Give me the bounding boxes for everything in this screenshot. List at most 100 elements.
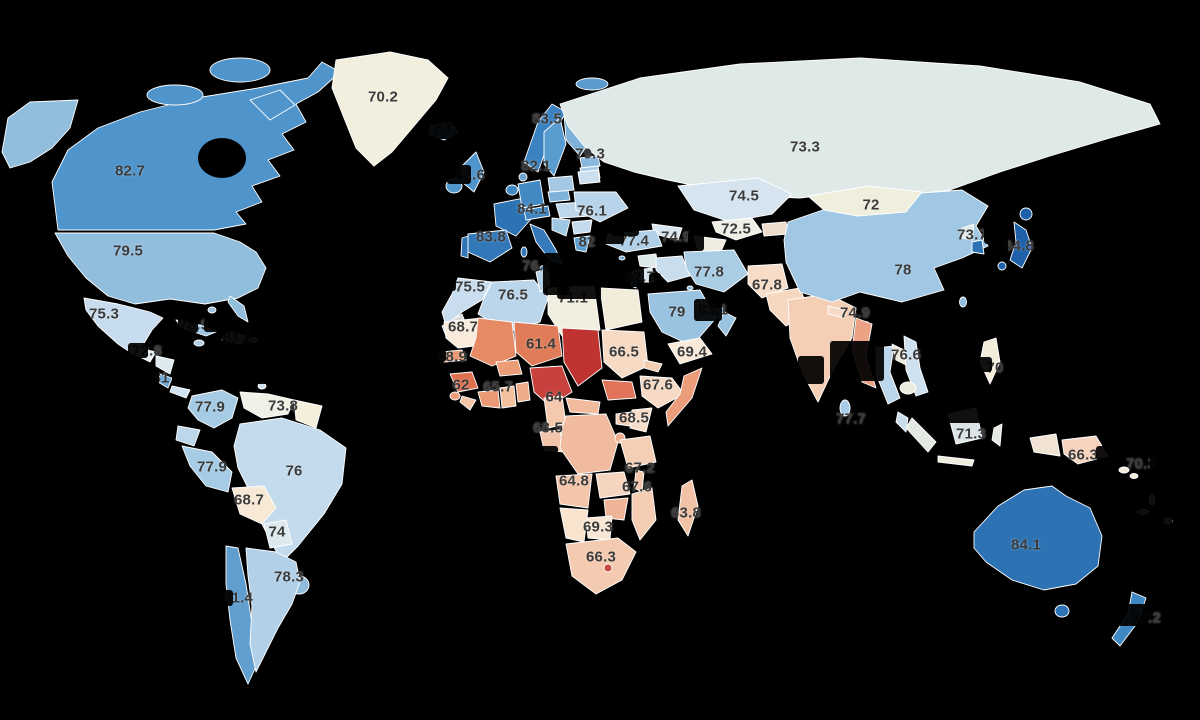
country-ethiopia[interactable] <box>639 375 685 409</box>
country-tasmania[interactable] <box>1054 604 1070 618</box>
country-sardinia[interactable] <box>520 246 528 258</box>
country-senegal[interactable] <box>441 349 467 363</box>
country-sierra-leone[interactable] <box>449 391 461 401</box>
country-brazil[interactable] <box>233 417 347 563</box>
country-usa[interactable] <box>54 232 267 305</box>
country-honduras-nicaragua[interactable] <box>155 355 175 375</box>
country-sudan[interactable] <box>601 329 649 379</box>
country-niger[interactable] <box>513 321 563 367</box>
country-kenya[interactable] <box>629 407 653 433</box>
country-zimbabwe[interactable] <box>603 497 629 521</box>
country-trinidad[interactable] <box>257 382 267 390</box>
country-madagascar[interactable] <box>677 479 699 537</box>
country-somalia[interactable] <box>665 367 703 427</box>
country-mongolia[interactable] <box>807 185 923 217</box>
country-japan[interactable] <box>1009 221 1033 269</box>
country-benelux[interactable] <box>505 184 519 196</box>
country-belarus[interactable] <box>577 169 601 185</box>
country-jordan[interactable] <box>637 267 655 283</box>
country-togo-benin[interactable] <box>515 381 531 403</box>
country-fiji[interactable] <box>1163 517 1173 525</box>
country-sweden[interactable] <box>543 117 567 177</box>
country-egypt[interactable] <box>599 287 643 331</box>
country-lesotho[interactable] <box>603 563 613 573</box>
country-zambia[interactable] <box>595 471 631 499</box>
country-cote-divoire[interactable] <box>477 389 501 409</box>
country-puerto-rico[interactable] <box>248 337 258 343</box>
country-new-caledonia[interactable] <box>1136 509 1150 515</box>
country-ukraine[interactable] <box>573 191 629 223</box>
country-uzbekistan[interactable] <box>711 217 763 241</box>
country-bulgaria[interactable] <box>571 219 593 235</box>
country-switzerland-austria[interactable] <box>523 205 551 221</box>
country-indonesia-sumatra[interactable] <box>905 417 937 453</box>
country-kuwait[interactable] <box>686 285 694 291</box>
country-ecuador[interactable] <box>175 425 201 447</box>
country-panama[interactable] <box>169 385 191 399</box>
country-north-korea[interactable] <box>961 223 975 241</box>
country-dr-congo[interactable] <box>559 413 619 475</box>
country-south-sudan[interactable] <box>601 379 637 401</box>
country-colombia[interactable] <box>187 389 239 429</box>
country-eritrea[interactable] <box>643 359 663 373</box>
country-bolivia[interactable] <box>231 485 277 525</box>
country-cambodia[interactable] <box>899 381 917 395</box>
country-israel[interactable] <box>630 269 638 289</box>
country-mozambique[interactable] <box>631 487 657 541</box>
country-poland[interactable] <box>547 175 575 193</box>
country-south-korea[interactable] <box>971 239 985 255</box>
country-kyrgyzstan-tajikistan[interactable] <box>761 221 789 237</box>
country-indonesia-java[interactable] <box>937 455 975 467</box>
country-china[interactable] <box>783 189 989 303</box>
country-vietnam[interactable] <box>903 335 929 397</box>
country-cameroon[interactable] <box>543 395 567 429</box>
country-japan-kyushu[interactable] <box>997 261 1007 271</box>
country-germany[interactable] <box>517 179 545 209</box>
country-angola[interactable] <box>555 473 593 509</box>
country-sri-lanka[interactable] <box>839 399 851 417</box>
country-ghana[interactable] <box>499 385 517 409</box>
country-portugal[interactable] <box>460 235 469 259</box>
country-mali[interactable] <box>469 317 517 367</box>
country-oman[interactable] <box>717 311 737 337</box>
country-chad[interactable] <box>561 327 603 387</box>
country-estonia[interactable] <box>579 155 601 169</box>
country-burkina-faso[interactable] <box>495 359 523 377</box>
country-kazakhstan[interactable] <box>677 177 793 223</box>
country-jamaica[interactable] <box>193 339 205 347</box>
country-peru[interactable] <box>181 445 233 493</box>
country-alaska[interactable] <box>1 99 79 169</box>
country-greenland[interactable] <box>331 51 449 167</box>
country-solomon-islands[interactable] <box>1118 466 1130 474</box>
country-tanzania[interactable] <box>619 435 657 469</box>
country-liberia[interactable] <box>459 395 477 411</box>
country-paraguay[interactable] <box>263 519 293 549</box>
country-indonesia-sulawesi[interactable] <box>991 423 1003 447</box>
country-malawi[interactable] <box>633 469 645 493</box>
country-russia[interactable] <box>559 57 1161 199</box>
country-qatar[interactable] <box>703 303 709 311</box>
country-usa-florida[interactable] <box>227 295 249 323</box>
country-south-africa[interactable] <box>565 537 637 595</box>
country-syria[interactable] <box>637 253 659 269</box>
country-japan-hokkaido[interactable] <box>1019 207 1033 221</box>
country-greece[interactable] <box>573 235 591 253</box>
country-canadian-arctic[interactable] <box>146 84 204 106</box>
country-cyprus[interactable] <box>618 255 626 261</box>
country-malaysia[interactable] <box>895 411 909 433</box>
country-indonesia-papua[interactable] <box>1029 433 1061 457</box>
country-canadian-arctic[interactable] <box>209 57 271 83</box>
country-venezuela[interactable] <box>239 391 295 419</box>
country-western-balkans[interactable] <box>551 217 571 237</box>
country-svalbard[interactable] <box>575 77 609 91</box>
country-yemen[interactable] <box>667 337 713 365</box>
country-uganda[interactable] <box>615 411 633 427</box>
country-guyana-suriname[interactable] <box>293 399 323 429</box>
country-taiwan[interactable] <box>959 296 967 308</box>
country-solomon-islands[interactable] <box>1129 473 1139 479</box>
country-nepal[interactable] <box>827 305 847 319</box>
country-botswana[interactable] <box>585 515 613 541</box>
country-ireland[interactable] <box>445 178 463 194</box>
country-argentina[interactable] <box>245 547 301 673</box>
country-bahamas[interactable] <box>207 306 217 314</box>
